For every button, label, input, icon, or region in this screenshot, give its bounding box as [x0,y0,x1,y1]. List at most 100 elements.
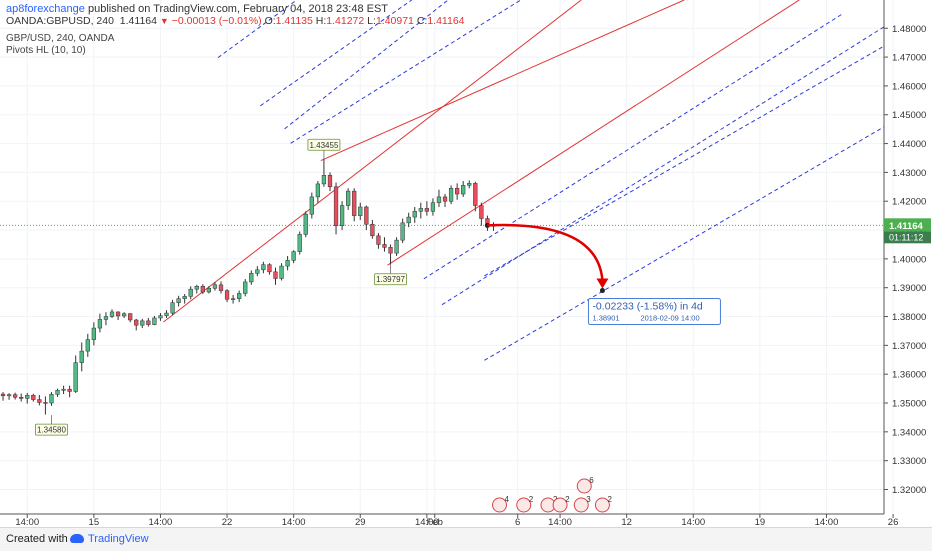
close-label: C: [416,15,428,27]
candle-body [315,183,321,198]
candle-body [479,205,484,219]
candle-body [170,302,175,314]
candle-body [388,247,393,254]
candle-body [376,235,381,245]
y-tick-label: 1.40000 [892,254,926,265]
y-tick-label: 1.35000 [892,399,926,410]
high-label: H: [315,15,327,27]
plot-border [0,0,885,515]
candle-body [134,319,139,326]
event-flag-icon [492,497,508,513]
event-count: 2 [529,495,534,504]
candle-body [206,288,212,293]
x-tick-label: 26 [888,517,899,528]
candle-body [291,251,296,261]
candle-body [212,284,218,289]
pitchfork-lines[interactable] [163,0,890,361]
projection-end-dot [599,288,605,294]
candle-body [267,264,272,273]
candle-body [339,205,345,226]
candle-body [455,187,460,195]
candle-body [43,402,48,404]
low-label: L: [367,15,376,27]
candle-body [19,396,24,399]
pitchfork-dashed-line [290,0,521,144]
candle-body [109,311,115,317]
projection-arrow-curve [487,223,604,281]
x-tick-label: 22 [222,517,233,528]
event-count: 2 [565,495,570,504]
candle-body [218,284,224,291]
pitchfork-dashed-line [484,126,884,361]
candle-body [37,399,42,403]
tradingview-brand: TradingView [88,533,149,545]
candle-body [273,271,278,279]
candle-body [303,213,308,235]
candle-body [152,317,157,325]
candle-body [0,393,6,397]
candle-body [230,298,236,300]
projection-box [587,298,721,326]
candle-body [412,211,417,218]
pivot-box [307,138,341,151]
indicator-legend[interactable]: Pivots HL (10, 10) [6,45,86,56]
y-tick-label: 1.33000 [892,456,926,467]
pivot-label: 1.43455 [309,141,338,150]
candle-body [188,288,193,297]
pitchfork-solid-line [320,0,685,162]
candle-body [200,286,205,293]
pitchfork-dashed-line [423,13,842,280]
candle-body [61,388,66,391]
candle-body [85,339,90,352]
candle-body [297,234,302,252]
last-price-tag [884,218,931,232]
pivot-labels: 1.34580 1.43455 1.39797 [35,138,407,436]
countdown-text: 01:11:12 [889,232,923,242]
candle-body [346,190,351,206]
projection-arrow-head [596,278,609,289]
candle-body [55,390,60,395]
y-tick-label: 1.43000 [892,168,926,179]
x-tick-label: 12 [621,517,632,528]
down-arrow-icon: ▼ [159,16,169,26]
y-tick-label: 1.48000 [892,24,926,35]
event-flag-icon [594,497,610,513]
candle-body [249,273,254,283]
y-tick-label: 1.34000 [892,427,926,438]
tradingview-logo[interactable]: TradingView [70,533,149,545]
event-flag-icon [552,497,568,513]
candle-body [473,183,478,206]
candle-series [0,159,496,415]
publish-line: ap8forexchange published on TradingView.… [6,3,388,15]
candle-body [382,244,387,248]
candle-body [255,269,260,274]
candle-body [370,224,375,237]
candle-body [309,196,314,215]
candle-body [140,320,145,326]
price-axis[interactable]: 1.48000 1.47000 1.46000 1.45000 1.44000 1.430… [884,24,926,496]
candle-body [49,394,54,404]
projection-annotation[interactable]: -0.02233 (-1.58%) in 4d1.38901 2018-02-09… [484,222,721,326]
event-markers[interactable]: 4222326 [492,476,613,513]
candle-body [97,319,103,329]
author-link[interactable]: ap8forexchange [6,3,85,15]
candle-body [146,320,151,325]
open-value: 1.41135 [275,15,313,27]
x-tick-label: 14:00 [282,517,306,528]
low-value: 1.40971 [375,15,414,27]
y-tick-label: 1.42000 [892,197,926,208]
grid-lines [0,0,894,514]
candle-body [164,312,169,316]
pitchfork-dashed-line [484,45,884,277]
candle-body [237,293,242,299]
candle-body [194,286,199,290]
candle-body [436,196,442,203]
published-text: published on TradingView.com, February 0… [87,3,389,15]
pivot-label: 1.34580 [37,426,66,435]
candle-body [182,296,187,299]
pitchfork-dashed-line [217,0,297,59]
last-price-text: 1.41164 [889,221,924,232]
